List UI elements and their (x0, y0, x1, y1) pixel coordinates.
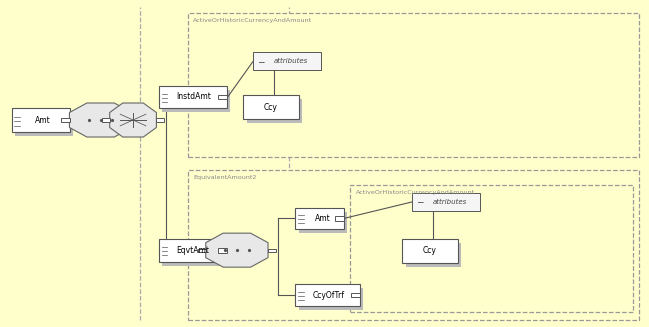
FancyBboxPatch shape (188, 13, 639, 157)
FancyBboxPatch shape (406, 243, 461, 267)
Text: CcyOfTrf: CcyOfTrf (312, 291, 345, 300)
Text: ActiveOrHistoricCurrencyAndAmount: ActiveOrHistoricCurrencyAndAmount (193, 18, 313, 23)
FancyBboxPatch shape (299, 288, 363, 310)
FancyBboxPatch shape (247, 99, 302, 123)
FancyBboxPatch shape (253, 52, 321, 70)
FancyBboxPatch shape (198, 249, 206, 252)
FancyBboxPatch shape (351, 293, 360, 298)
FancyBboxPatch shape (295, 208, 344, 229)
FancyBboxPatch shape (162, 243, 230, 266)
FancyBboxPatch shape (159, 86, 227, 108)
FancyBboxPatch shape (156, 118, 164, 122)
Polygon shape (206, 233, 268, 267)
FancyBboxPatch shape (218, 248, 227, 253)
FancyBboxPatch shape (335, 216, 344, 220)
Text: attributes: attributes (433, 199, 467, 205)
FancyBboxPatch shape (15, 112, 73, 136)
Text: ActiveOrHistoricCurrencyAndAmount: ActiveOrHistoricCurrencyAndAmount (356, 190, 475, 195)
FancyBboxPatch shape (102, 118, 110, 122)
FancyBboxPatch shape (402, 239, 458, 263)
Text: Amt: Amt (34, 116, 51, 125)
Text: −: − (416, 198, 424, 206)
FancyBboxPatch shape (188, 170, 639, 320)
Text: EqvtAmt: EqvtAmt (177, 246, 210, 255)
Text: InstdAmt: InstdAmt (176, 92, 211, 101)
Polygon shape (110, 103, 156, 137)
FancyBboxPatch shape (299, 212, 347, 233)
FancyBboxPatch shape (243, 95, 299, 119)
FancyBboxPatch shape (61, 118, 70, 123)
FancyBboxPatch shape (295, 284, 360, 306)
FancyBboxPatch shape (218, 95, 227, 99)
Text: −: − (257, 57, 265, 66)
FancyBboxPatch shape (159, 239, 227, 262)
FancyBboxPatch shape (12, 108, 70, 132)
FancyBboxPatch shape (268, 249, 276, 252)
Text: Ccy: Ccy (264, 103, 278, 112)
Text: EquivalentAmount2: EquivalentAmount2 (193, 175, 257, 180)
FancyBboxPatch shape (412, 193, 480, 211)
Text: Ccy: Ccy (423, 247, 437, 255)
Text: Amt: Amt (315, 214, 330, 223)
FancyBboxPatch shape (350, 185, 633, 312)
Polygon shape (69, 103, 132, 137)
FancyBboxPatch shape (162, 90, 230, 112)
Text: attributes: attributes (274, 58, 308, 64)
